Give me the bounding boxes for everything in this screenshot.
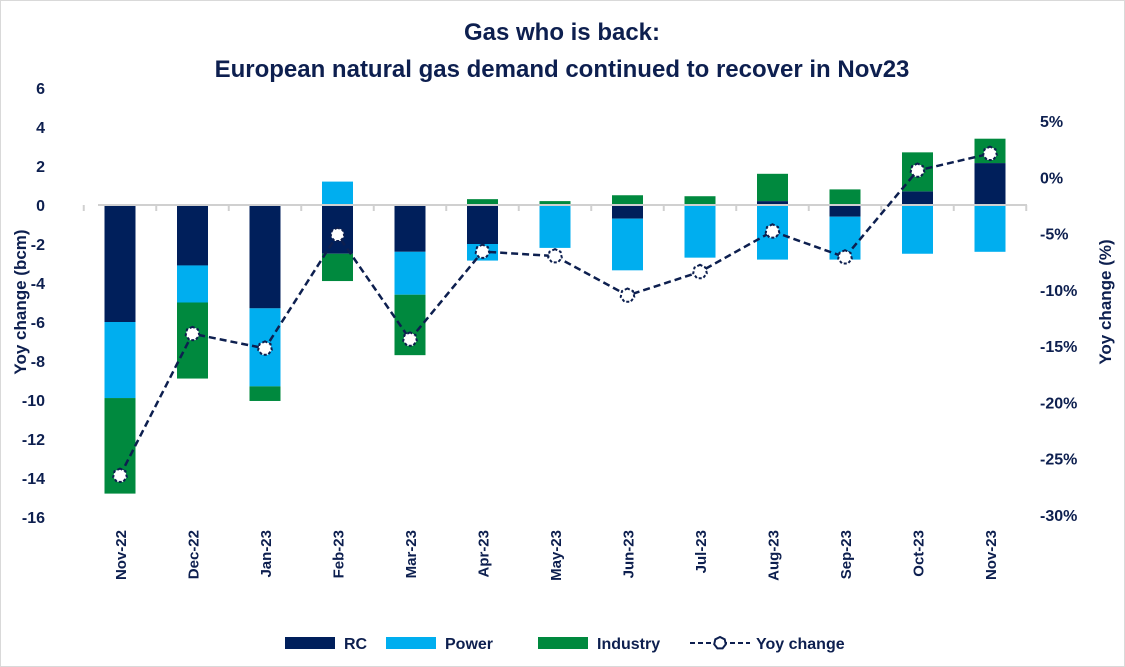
bar-rc-mar-23 [394, 205, 426, 252]
y2-tick-label: -30% [1040, 508, 1077, 525]
yoy-change-marker [112, 467, 128, 483]
x-tick-label: Nov-22 [113, 530, 130, 580]
yoy-change-marker [329, 226, 346, 242]
y-tick-label: -10 [22, 393, 45, 410]
x-tick-label: Aug-23 [766, 530, 783, 581]
bar-power-feb-23 [322, 181, 353, 205]
yoy-change-marker [982, 145, 998, 161]
y-tick-label: -16 [22, 510, 45, 527]
legend-swatch-rc [285, 637, 335, 649]
x-tick-label: Oct-23 [911, 530, 928, 577]
x-tick-label: Jan-23 [258, 530, 275, 578]
bar-rc-sep-23 [829, 205, 861, 217]
x-tick-label: Jun-23 [621, 530, 638, 578]
bar-rc-apr-23 [467, 205, 498, 244]
bar-industry-may-23 [539, 201, 571, 205]
x-tick-label: Mar-23 [403, 530, 420, 578]
x-tick-label: Feb-23 [331, 530, 348, 578]
y2-tick-label: 0% [1040, 170, 1063, 187]
y2-tick-label: -10% [1040, 283, 1077, 300]
bar-industry-jul-23 [684, 196, 716, 205]
yoy-change-marker [257, 340, 273, 356]
legend-label-yoy-change: Yoy change [756, 636, 845, 653]
y2-tick-label: -25% [1040, 452, 1077, 469]
y2-tick-label: -15% [1040, 339, 1077, 356]
yoy-change-marker [474, 243, 491, 259]
bar-rc-jan-23 [249, 205, 281, 309]
y-axis-label: Yoy change (bcm) [11, 229, 30, 374]
legend-swatch-marker [713, 635, 727, 650]
x-tick-label: May-23 [548, 530, 565, 581]
x-tick-label: Apr-23 [476, 530, 493, 578]
y2-tick-label: -20% [1040, 395, 1077, 412]
bar-rc-nov-22 [104, 205, 136, 322]
y-tick-label: -14 [22, 471, 45, 488]
yoy-change-marker [547, 247, 563, 264]
bar-rc-nov-23 [974, 163, 1006, 205]
bar-rc-aug-23 [757, 201, 788, 205]
bar-industry-sep-23 [829, 189, 861, 205]
y-tick-label: 6 [36, 81, 45, 98]
yoy-change-marker [619, 287, 636, 303]
yoy-change-marker [764, 223, 781, 239]
x-tick-label: Nov-23 [983, 530, 1000, 580]
bar-rc-oct-23 [902, 191, 933, 205]
legend-swatch-power [386, 637, 436, 649]
bar-rc-dec-22 [177, 205, 208, 266]
bar-power-dec-22 [177, 265, 208, 303]
y-tick-label: -2 [31, 237, 45, 254]
y-tick-label: 4 [36, 120, 45, 137]
y2-tick-label: 5% [1040, 114, 1063, 131]
x-tick-label: Jul-23 [693, 530, 710, 573]
chart-title: Gas who is back: [464, 19, 660, 46]
yoy-change-marker [402, 331, 418, 347]
bar-rc-jun-23 [612, 205, 643, 219]
x-tick-label: Dec-22 [186, 530, 203, 579]
legend-label-power: Power [445, 636, 493, 653]
bar-power-nov-23 [974, 205, 1006, 252]
y-tick-label: -8 [31, 354, 45, 371]
bar-industry-jun-23 [612, 195, 643, 205]
chart-subtitle: European natural gas demand continued to… [215, 56, 910, 83]
y-tick-label: -4 [31, 276, 45, 293]
bar-power-mar-23 [394, 251, 426, 295]
y-tick-label: -6 [31, 315, 45, 332]
legend-swatch-industry [538, 637, 588, 649]
legend-label-rc: RC [344, 636, 368, 653]
x-tick-label: Sep-23 [838, 530, 855, 579]
legend-label-industry: Industry [597, 636, 660, 653]
yoy-change-marker [692, 263, 708, 280]
y2-tick-label: -5% [1040, 227, 1068, 244]
yoy-change-marker [909, 162, 926, 178]
bar-power-jun-23 [612, 218, 643, 271]
legend: RC Power Industry Yoy change [285, 635, 845, 653]
bar-power-may-23 [539, 205, 571, 248]
bar-power-nov-22 [104, 322, 136, 399]
y-tick-label: 2 [36, 159, 45, 176]
y-tick-label: -12 [22, 432, 45, 449]
bar-industry-apr-23 [467, 199, 498, 205]
bar-power-jul-23 [684, 205, 716, 258]
yoy-change-marker [184, 325, 201, 342]
bar-power-oct-23 [902, 205, 933, 254]
y2-axis-label: Yoy change (%) [1096, 239, 1115, 364]
bar-industry-jan-23 [249, 386, 281, 401]
bar-industry-feb-23 [322, 253, 353, 282]
yoy-change-marker [837, 249, 853, 265]
y-tick-label: 0 [36, 198, 45, 215]
bar-industry-aug-23 [757, 173, 788, 202]
